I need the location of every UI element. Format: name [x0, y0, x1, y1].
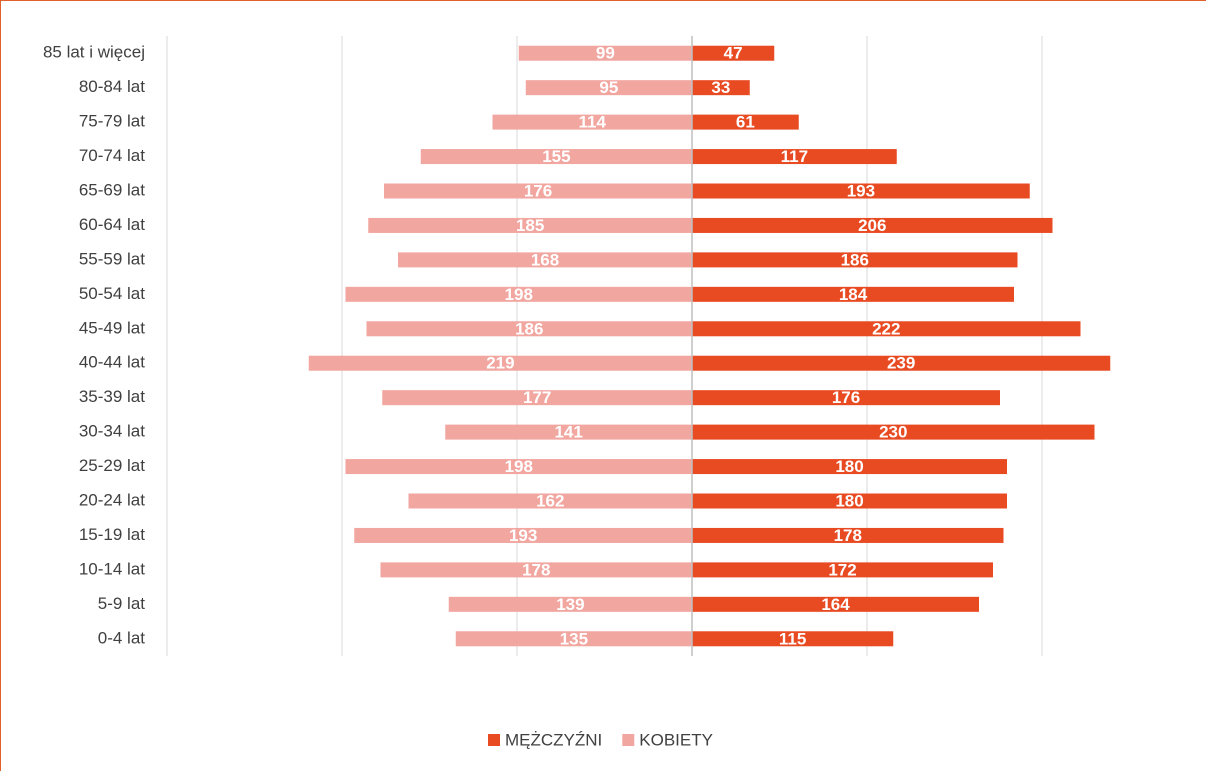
data-label: 239 [887, 354, 915, 373]
data-label: 172 [828, 560, 856, 579]
y-tick-label: 55-59 lat [79, 249, 145, 268]
bar [692, 493, 1007, 509]
data-label: 162 [536, 491, 564, 510]
bar [366, 321, 692, 337]
data-label: 184 [839, 285, 868, 304]
y-tick-label: 0-4 lat [98, 628, 146, 647]
data-label: 206 [858, 216, 886, 235]
y-tick-label: 80-84 lat [79, 77, 145, 96]
data-label: 193 [847, 181, 875, 200]
bar [445, 424, 692, 440]
data-label: 168 [531, 250, 559, 269]
data-label: 176 [832, 388, 860, 407]
bar [345, 286, 692, 302]
bar [354, 527, 692, 543]
data-label: 186 [515, 319, 543, 338]
data-label: 180 [835, 491, 863, 510]
bar [692, 183, 1030, 199]
data-label: 47 [724, 44, 743, 63]
data-label: 219 [486, 354, 514, 373]
data-label: 99 [596, 44, 615, 63]
bar [692, 527, 1004, 543]
y-tick-label: 60-64 lat [79, 215, 145, 234]
legend-swatch [622, 734, 635, 746]
bar [492, 114, 692, 130]
data-label: 186 [841, 250, 869, 269]
bar [692, 80, 750, 96]
bar [692, 217, 1053, 233]
data-label: 164 [821, 595, 850, 614]
y-tick-label: 15-19 lat [79, 525, 145, 544]
data-label: 230 [879, 423, 907, 442]
bar [692, 459, 1007, 475]
bar [384, 183, 692, 199]
bar [518, 45, 692, 61]
bar [380, 562, 692, 578]
bar [692, 252, 1018, 268]
bar [455, 631, 692, 647]
data-label: 155 [542, 147, 570, 166]
data-label: 178 [834, 526, 862, 545]
data-label: 61 [736, 113, 755, 132]
bar [692, 424, 1095, 440]
data-label: 177 [523, 388, 551, 407]
bar [448, 596, 692, 612]
data-label: 222 [872, 319, 900, 338]
data-label: 139 [556, 595, 584, 614]
data-label: 117 [781, 147, 808, 166]
bar [398, 252, 692, 268]
data-label: 178 [522, 560, 550, 579]
data-label: 198 [505, 285, 533, 304]
data-label: 141 [554, 423, 582, 442]
y-tick-label: 5-9 lat [98, 594, 146, 613]
data-label: 115 [779, 629, 806, 648]
bar [692, 390, 1000, 406]
data-label: 114 [579, 113, 607, 132]
data-label: 135 [560, 629, 588, 648]
y-tick-label: 75-79 lat [79, 112, 145, 131]
legend-label: MĘŻCZYŹNI [505, 730, 602, 749]
data-label: 176 [524, 181, 552, 200]
bar [420, 149, 692, 165]
bar [525, 80, 692, 96]
legend-swatch [488, 734, 500, 746]
y-tick-label: 40-44 lat [79, 353, 145, 372]
y-tick-label: 70-74 lat [79, 146, 145, 165]
bar [692, 562, 993, 578]
y-tick-label: 35-39 lat [79, 387, 145, 406]
y-tick-label: 30-34 lat [79, 422, 145, 441]
y-tick-label: 10-14 lat [79, 559, 145, 578]
data-label: 95 [599, 78, 618, 97]
legend: MĘŻCZYŹNI KOBIETY [488, 730, 713, 749]
bar [345, 459, 692, 475]
y-tick-label: 25-29 lat [79, 456, 145, 475]
data-label: 33 [711, 78, 730, 97]
bar [308, 355, 692, 371]
data-label: 180 [835, 457, 863, 476]
bar [692, 631, 894, 647]
bar [408, 493, 692, 509]
data-label: 193 [509, 526, 537, 545]
y-tick-label: 50-54 lat [79, 284, 145, 303]
legend-label: KOBIETY [639, 730, 713, 749]
bar [368, 217, 692, 233]
y-tick-label: 65-69 lat [79, 180, 145, 199]
y-tick-label: 20-24 lat [79, 490, 145, 509]
bar [692, 596, 979, 612]
bar [692, 114, 799, 130]
bar [382, 390, 692, 406]
data-label: 185 [516, 216, 544, 235]
bar [692, 321, 1081, 337]
data-label: 198 [505, 457, 533, 476]
bar [692, 149, 897, 165]
bar [692, 45, 775, 61]
y-tick-label: 85 lat i więcej [43, 43, 145, 62]
bar [692, 286, 1014, 302]
y-tick-label: 45-49 lat [79, 318, 145, 337]
bar [692, 355, 1111, 371]
